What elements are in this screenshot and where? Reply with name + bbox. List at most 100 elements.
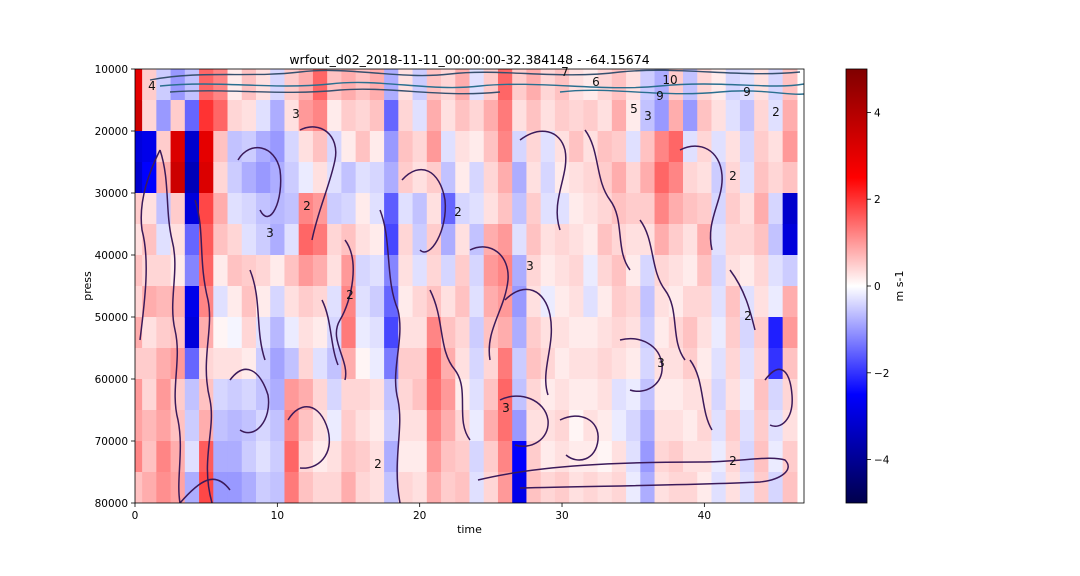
heatmap-cell [469, 131, 485, 163]
contour-line [477, 457, 789, 489]
heatmap-cell [483, 472, 499, 503]
heatmap-cell [199, 193, 214, 225]
heatmap-cell [199, 162, 214, 194]
x-tick-label: 30 [555, 510, 568, 522]
heatmap-cell [369, 131, 385, 163]
heatmap-cell [341, 193, 357, 225]
heatmap-cell [241, 379, 257, 411]
contour-label: 3 [266, 226, 274, 240]
heatmap-cell [497, 317, 513, 349]
colorbar-tick-label: 0 [874, 281, 881, 293]
heatmap-cell [597, 286, 613, 318]
heatmap-cell [554, 286, 570, 318]
contour-line [401, 168, 447, 253]
heatmap-cell [227, 193, 243, 225]
heatmap-cell [469, 348, 485, 380]
heatmap-cell [227, 441, 243, 473]
heatmap-cell [142, 472, 157, 503]
heatmap-cell [426, 131, 442, 163]
heatmap-cell [241, 131, 257, 163]
heatmap-cell [170, 193, 186, 225]
heatmap-cell [725, 441, 741, 473]
heatmap-cell [569, 472, 584, 503]
heatmap-cell [184, 100, 200, 132]
heatmap-cell [683, 317, 698, 349]
heatmap-cell [284, 255, 300, 287]
heatmap-cell [142, 410, 157, 442]
heatmap-cell [469, 162, 485, 194]
heatmap-cell [170, 255, 186, 287]
contour-line [237, 146, 282, 218]
heatmap-cell [298, 472, 314, 503]
heatmap-cell [270, 224, 286, 256]
heatmap-cell [341, 100, 357, 132]
heatmap-cell [754, 224, 770, 256]
heatmap-cell [241, 317, 257, 349]
contour-line [764, 368, 793, 427]
heatmap-cell [135, 100, 143, 132]
x-axis-ticks: 0 10 20 30 40 [132, 503, 711, 522]
heatmap-cell [184, 472, 200, 503]
heatmap-cell [135, 317, 143, 349]
heatmap-cell [711, 224, 727, 256]
heatmap-cell [426, 348, 442, 380]
heatmap-cell [754, 100, 770, 132]
heatmap-cell [540, 100, 556, 132]
contour-line [335, 239, 354, 381]
heatmap-cell [683, 255, 698, 287]
heatmap-cell [611, 379, 627, 411]
heatmap-cell [156, 379, 172, 411]
heatmap-cell [654, 193, 670, 225]
heatmap-cell [156, 162, 172, 194]
heatmap-cell [355, 69, 371, 101]
heatmap-cell [213, 317, 229, 349]
heatmap-cell [569, 317, 584, 349]
heatmap-cell [739, 441, 755, 473]
heatmap-cell [327, 131, 342, 163]
heatmap-cell [569, 286, 584, 318]
heatmap-cell [298, 255, 314, 287]
heatmap-cell [626, 69, 641, 101]
heatmap-cell [654, 317, 670, 349]
heatmap-cell [754, 255, 770, 287]
heatmap-cell [369, 224, 385, 256]
heatmap-cell [213, 100, 229, 132]
heatmap-cell [668, 379, 684, 411]
heatmap-cell [355, 472, 371, 503]
heatmap-cell [683, 441, 698, 473]
heatmap-cell [725, 255, 741, 287]
y-tick-label: 30000 [95, 188, 128, 200]
colorbar-tick-label: −4 [874, 455, 890, 467]
contour-label: 5 [630, 102, 638, 116]
heatmap-cell [284, 193, 300, 225]
heatmap-cell [540, 131, 556, 163]
heatmap-cell [597, 317, 613, 349]
heatmap-cell [355, 441, 371, 473]
heatmap-cell [526, 410, 542, 442]
heatmap-cell [441, 100, 456, 132]
contour-line [159, 81, 804, 89]
heatmap-cell [455, 224, 471, 256]
contour-label: 2 [346, 288, 354, 302]
heatmap-cell [156, 131, 172, 163]
heatmap-cell [512, 162, 528, 194]
heatmap-cell [697, 410, 713, 442]
heatmap-cell [241, 348, 257, 380]
heatmap-cell [640, 100, 656, 132]
heatmap-cell [213, 410, 229, 442]
heatmap-cell [455, 286, 471, 318]
heatmap-cell [298, 441, 314, 473]
heatmap-cell [611, 410, 627, 442]
heatmap-cell [583, 162, 599, 194]
heatmap-cell [284, 410, 300, 442]
heatmap-cell [483, 348, 499, 380]
heatmap-cell [554, 224, 570, 256]
heatmap-cell [554, 379, 570, 411]
heatmap-cell [398, 162, 414, 194]
heatmap-cell [640, 131, 656, 163]
heatmap-cell [611, 162, 627, 194]
heatmap-cell [398, 286, 414, 318]
heatmap-cell [284, 379, 300, 411]
heatmap-cell [697, 162, 713, 194]
heatmap-cell [640, 286, 656, 318]
